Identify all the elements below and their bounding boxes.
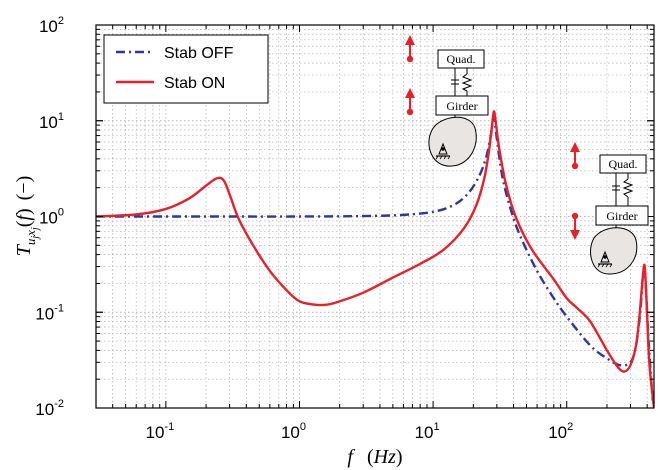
y-tick-label: 10-1: [35, 302, 64, 323]
quad-label: Quad.: [609, 157, 638, 171]
axis-ticks: [95, 24, 654, 409]
girder-label: Girder: [606, 209, 637, 223]
support-icon: [435, 142, 451, 160]
y-axis-label: Tujxj(f)(−): [13, 176, 41, 256]
legend-box: [103, 34, 269, 104]
quad-box: [437, 49, 485, 69]
arrow-up-icon: [405, 35, 415, 63]
x-tick-label: 101: [415, 421, 440, 442]
legend-label-stab-off: Stab OFF: [164, 45, 234, 62]
x-tick-label: 102: [548, 421, 573, 442]
support-icon: [597, 250, 613, 268]
legend-label-stab-on: Stab ON: [164, 75, 225, 92]
arrow-up-icon: [570, 142, 580, 170]
series-line-stab-on: [96, 110, 654, 408]
girder-box: [435, 95, 489, 116]
y-tick-label: 101: [39, 111, 64, 132]
data-curves: [96, 110, 654, 408]
schematic-top: Quad. Girder: [405, 35, 489, 167]
y-tick-label: 102: [39, 15, 64, 36]
spring-damper-icon: [451, 68, 473, 96]
spring-damper-icon: [612, 173, 634, 206]
x-tick-label: 10-1: [146, 421, 175, 442]
arrow-up-icon: [405, 88, 415, 116]
quad-box: [599, 154, 647, 174]
arrow-down-icon: [570, 212, 580, 240]
girder-box: [595, 205, 649, 226]
tick-labels: 10-1 100 101 102 10-2 10-1 100 101 102: [35, 15, 573, 442]
y-tick-label: 10-2: [35, 398, 64, 419]
x-tick-label: 100: [281, 421, 306, 442]
y-tick-label: 100: [39, 207, 64, 228]
girder-label: Girder: [446, 99, 477, 113]
legend: Stab OFF Stab ON: [103, 34, 269, 104]
x-axis-label: f (Hz): [347, 446, 402, 468]
schematic-right: Quad. Girder: [570, 142, 649, 275]
quad-label: Quad.: [447, 52, 476, 66]
